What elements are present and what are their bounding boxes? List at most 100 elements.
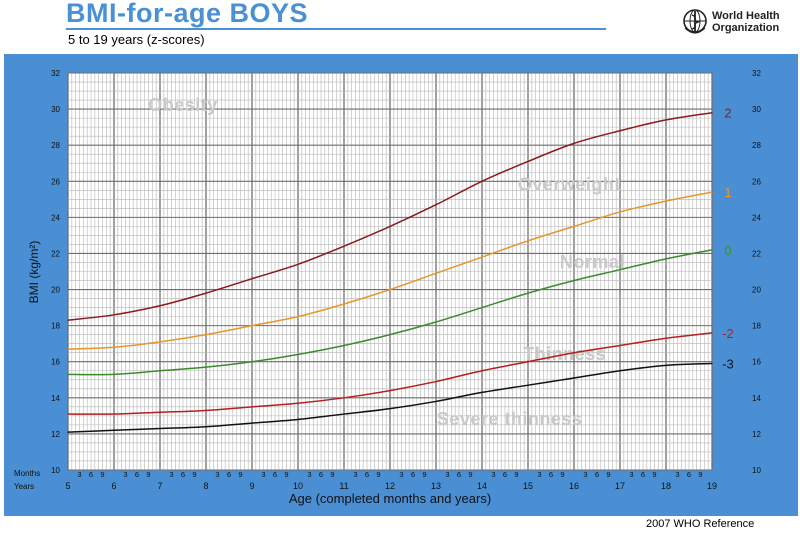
x-month-tick-label: 3 [675, 470, 679, 479]
data-point-z0 [251, 361, 253, 363]
data-point-zm3 [205, 426, 207, 428]
x-month-tick-label: 6 [181, 470, 185, 479]
grid [67, 72, 713, 471]
data-point-z1 [113, 346, 115, 348]
data-point-zm3 [573, 377, 575, 379]
x-month-tick-label: 9 [514, 470, 518, 479]
zone-label: Severe thinness [437, 409, 583, 429]
x-month-tick-label: 3 [399, 470, 403, 479]
x-month-tick-label: 9 [376, 470, 380, 479]
zone-label: Obesity [148, 95, 218, 115]
data-point-zm3 [67, 431, 69, 433]
data-point-zm3 [527, 384, 529, 386]
data-point-zm3 [711, 362, 713, 365]
months-row-label: Months [14, 469, 40, 478]
series-end-label-z0: 0 [724, 243, 731, 258]
data-point-zm2 [67, 413, 69, 415]
data-point-z0 [711, 249, 713, 251]
who-emblem-icon [683, 9, 707, 34]
data-point-z0 [527, 292, 529, 294]
data-point-z1 [527, 240, 529, 242]
data-point-z0 [297, 353, 299, 356]
data-point-z2 [573, 142, 575, 144]
page-title: BMI-for-age BOYS [66, 0, 309, 28]
x-month-tick-label: 3 [77, 470, 81, 479]
data-point-z0 [619, 269, 621, 271]
data-point-z1 [297, 316, 299, 318]
x-month-tick-label: 3 [215, 470, 219, 479]
x-year-tick-label: 14 [477, 481, 487, 491]
x-month-tick-label: 9 [652, 470, 656, 479]
data-point-zm3 [619, 370, 621, 372]
x-month-tick-label: 3 [353, 470, 357, 479]
series-end-label-zm3: -3 [722, 357, 734, 372]
data-point-z2 [67, 319, 69, 321]
series-end-label-zm2: -2 [722, 326, 734, 341]
data-point-z1 [205, 334, 207, 336]
reference-note: 2007 WHO Reference [646, 518, 755, 530]
x-month-tick-label: 9 [192, 470, 196, 479]
x-year-tick-label: 12 [385, 481, 395, 491]
x-month-tick-label: 3 [261, 470, 265, 479]
data-point-z0 [481, 306, 483, 309]
x-year-tick-label: 7 [157, 481, 162, 491]
x-year-tick-label: 15 [523, 481, 533, 491]
data-point-zm3 [481, 391, 483, 394]
data-point-zm3 [389, 408, 391, 410]
x-month-tick-label: 6 [595, 470, 599, 479]
x-month-tick-label: 6 [411, 470, 415, 479]
x-month-tick-label: 3 [583, 470, 587, 479]
data-point-z1 [481, 256, 483, 258]
who-logo: World Health Organization [682, 8, 800, 40]
x-month-tick-label: 3 [537, 470, 541, 479]
data-point-z2 [251, 278, 253, 280]
y-tick-label-right: 24 [752, 213, 761, 222]
x-month-tick-label: 9 [238, 470, 242, 479]
data-point-z2 [435, 204, 437, 206]
x-year-tick-label: 13 [431, 481, 441, 491]
who-name-line1: World Health [712, 10, 780, 22]
x-month-tick-label: 3 [123, 470, 127, 479]
data-point-zm2 [527, 361, 529, 363]
y-tick-label-right: 30 [752, 105, 761, 114]
data-point-zm3 [251, 422, 253, 424]
x-month-tick-label: 9 [468, 470, 472, 479]
data-point-z0 [113, 373, 115, 375]
y-tick-label-left: 12 [51, 430, 60, 439]
who-name: World Health Organization [712, 10, 780, 34]
series-end-labels: 2 1 0 -2 -3 [722, 106, 734, 372]
data-point-zm2 [251, 406, 253, 408]
x-month-tick-label: 3 [629, 470, 633, 479]
data-point-zm2 [343, 397, 345, 399]
x-year-tick-label: 11 [339, 481, 348, 491]
x-month-tick-label: 6 [89, 470, 93, 479]
x-month-tick-label: 6 [641, 470, 645, 479]
y-tick-label-left: 14 [51, 394, 60, 403]
data-point-zm2 [159, 411, 161, 413]
y-tick-label-right: 14 [752, 394, 761, 403]
data-point-zm2 [573, 352, 575, 354]
x-year-tick-label: 19 [707, 481, 717, 491]
data-point-z2 [297, 263, 299, 265]
x-month-tick-label: 6 [227, 470, 231, 479]
y-tick-label-left: 30 [51, 105, 60, 114]
x-month-tick-label: 3 [169, 470, 173, 479]
x-year-tick-label: 18 [661, 481, 671, 491]
data-point-z2 [389, 225, 391, 227]
y-tick-label-right: 22 [752, 249, 761, 258]
data-point-z2 [711, 112, 713, 114]
y-tick-label-right: 10 [752, 466, 761, 475]
x-year-tick-label: 8 [203, 481, 208, 491]
data-point-z0 [389, 334, 391, 336]
data-point-zm3 [159, 427, 161, 430]
data-point-z1 [665, 200, 667, 202]
data-point-z2 [619, 130, 621, 132]
data-point-z0 [573, 279, 575, 282]
years-row-label: Years [14, 482, 34, 491]
x-month-tick-label: 9 [284, 470, 288, 479]
data-point-zm3 [665, 364, 667, 366]
title-underline [66, 28, 606, 30]
x-month-tick-label: 6 [319, 470, 323, 479]
y-tick-label-right: 26 [752, 177, 761, 186]
x-month-tick-label: 9 [606, 470, 610, 479]
